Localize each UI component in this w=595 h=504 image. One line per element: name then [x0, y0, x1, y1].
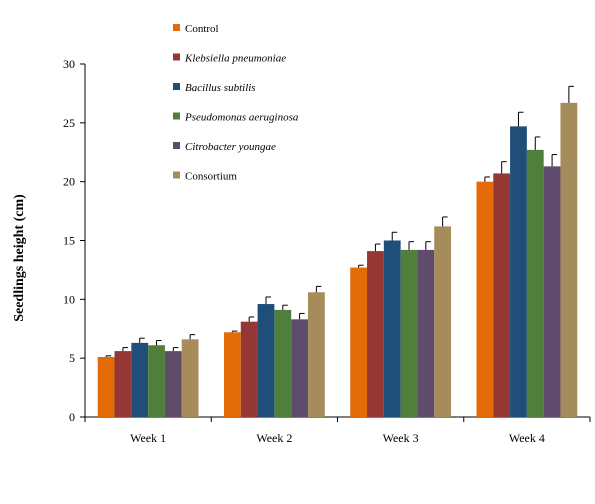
bar: [383, 240, 401, 417]
bar: [417, 249, 435, 417]
legend-label: Consortium: [185, 171, 237, 183]
y-tick-label: 0: [69, 410, 75, 424]
bar: [526, 149, 544, 417]
legend: Control Klebsiella pneumoniae Bacillus sub…: [173, 23, 299, 183]
bar: [493, 173, 511, 417]
bar: [350, 267, 368, 417]
x-category-label: Week 1: [130, 431, 166, 445]
bar: [257, 304, 275, 417]
bar: [164, 351, 182, 417]
y-axis-label: Seedlings height (cm): [12, 194, 27, 322]
bar: [274, 309, 292, 417]
bar: [240, 321, 258, 417]
legend-label: Citrobacter youngae: [185, 141, 276, 153]
legend-label: Control: [185, 23, 219, 35]
legend-label: Pseudomonas aeruginosa: [184, 112, 299, 124]
y-tick-label: 15: [63, 234, 75, 248]
bar: [476, 181, 494, 417]
bar: [291, 319, 308, 417]
bar: [97, 356, 115, 417]
bars: [97, 85, 578, 417]
bar: [434, 226, 452, 417]
legend-swatch: [173, 171, 180, 179]
legend-swatch: [173, 53, 180, 61]
x-category-label: Week 4: [509, 431, 545, 445]
bar: [181, 339, 199, 417]
x-category-label: Week 3: [383, 431, 419, 445]
bar: [223, 332, 241, 417]
legend-label: Bacillus subtilis: [185, 82, 256, 94]
bar: [543, 166, 561, 417]
y-tick-label: 30: [63, 57, 75, 71]
bar: [560, 102, 578, 417]
legend-swatch: [173, 142, 180, 149]
bar: [131, 342, 149, 417]
legend-swatch: [173, 24, 180, 31]
bar: [148, 345, 165, 417]
y-tick-label: 25: [63, 116, 75, 130]
bar: [114, 351, 132, 417]
x-category-label: Week 2: [256, 431, 292, 445]
y-tick-label: 5: [69, 351, 75, 365]
bar: [400, 249, 418, 417]
bar: [510, 126, 527, 417]
legend-label: Klebsiella pneumoniae: [184, 53, 286, 65]
legend-swatch: [173, 112, 180, 120]
y-tick-label: 20: [63, 175, 75, 189]
y-tick-label: 10: [63, 292, 75, 306]
legend-swatch: [173, 83, 180, 90]
bar: [307, 292, 325, 417]
bar: [367, 251, 384, 417]
